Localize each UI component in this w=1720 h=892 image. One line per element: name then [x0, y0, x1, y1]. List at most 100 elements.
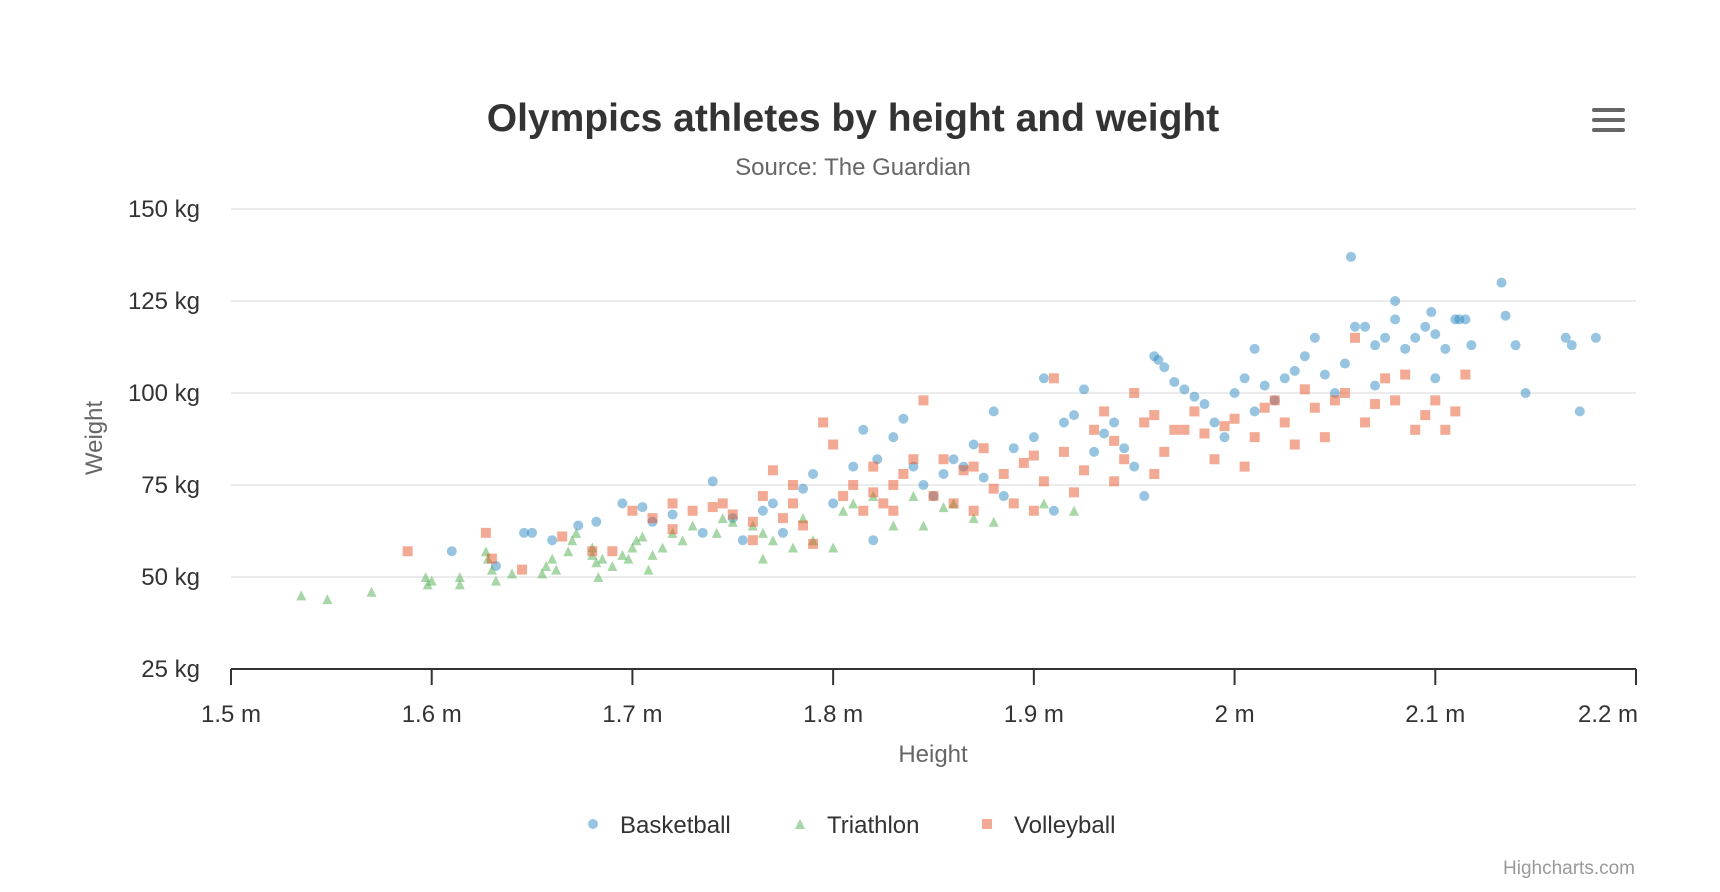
volleyball-point — [968, 505, 979, 516]
basketball-point — [519, 527, 530, 538]
triathlon-point — [838, 505, 849, 516]
legend-square-icon — [982, 819, 992, 829]
volleyball-point — [1239, 461, 1250, 472]
volleyball-point — [627, 505, 638, 516]
basketball-point — [1209, 417, 1220, 428]
volleyball-point — [1169, 424, 1180, 435]
triathlon-point — [567, 535, 578, 546]
y-tick-label: 50 kg — [141, 564, 200, 591]
basketball-point — [1380, 332, 1391, 343]
series-triathlon — [296, 491, 1079, 605]
triathlon-point — [988, 516, 999, 527]
volleyball-point — [1048, 373, 1059, 384]
x-tick-label: 1.9 m — [1004, 701, 1064, 728]
basketball-point — [1390, 314, 1401, 325]
basketball-point — [1440, 343, 1451, 354]
volleyball-point — [1189, 406, 1200, 417]
volleyball-point — [1209, 454, 1220, 465]
triathlon-point — [968, 513, 979, 524]
basketball-point — [1566, 340, 1577, 351]
basketball-point — [828, 498, 839, 509]
basketball-point — [1360, 321, 1371, 332]
volleyball-point — [1038, 476, 1049, 487]
basketball-point — [1319, 369, 1330, 380]
basketball-point — [1199, 399, 1210, 410]
basketball-point — [1249, 406, 1260, 417]
volleyball-point — [1289, 439, 1300, 450]
volleyball-point — [988, 483, 999, 494]
triathlon-point — [607, 560, 618, 571]
basketball-point — [1239, 373, 1250, 384]
volleyball-point — [868, 487, 879, 498]
basketball-point — [1400, 343, 1411, 354]
basketball-point — [1496, 277, 1507, 288]
volleyball-point — [1460, 369, 1471, 380]
volleyball-point — [1360, 417, 1371, 428]
volleyball-point — [1400, 369, 1411, 380]
volleyball-point — [1028, 505, 1039, 516]
triathlon-point — [687, 520, 698, 531]
triathlon-point — [507, 568, 517, 579]
x-axis-title: Height — [898, 741, 968, 768]
basketball-point — [1189, 391, 1200, 402]
basketball-point — [1574, 406, 1585, 417]
volleyball-point — [1069, 487, 1079, 498]
basketball-point — [1259, 380, 1270, 391]
basketball-point — [968, 439, 979, 450]
volleyball-point — [908, 454, 919, 465]
volleyball-point — [480, 527, 491, 538]
basketball-point — [1153, 354, 1164, 365]
data-points — [296, 251, 1601, 605]
triathlon-point — [848, 498, 859, 509]
basketball-point — [998, 491, 1009, 502]
y-axis-labels: 25 kg 50 kg 75 kg 100 kg 125 kg 150 kg — [128, 196, 200, 683]
volleyball-point — [647, 513, 658, 524]
basketball-point — [858, 424, 869, 435]
volleyball-point — [828, 439, 839, 450]
volleyball-point — [1350, 332, 1360, 343]
legend: Basketball Triathlon Volleyball — [588, 812, 1115, 839]
volleyball-point — [767, 465, 778, 476]
basketball-point — [1430, 329, 1441, 340]
x-axis: 1.5 m 1.6 m 1.7 m 1.8 m 1.9 m 2 m 2.1 m 2.2 m — [201, 668, 1638, 728]
basketball-point — [1179, 384, 1190, 395]
volleyball-point — [757, 491, 768, 502]
x-tick-label: 1.6 m — [402, 701, 462, 728]
basketball-point — [1500, 310, 1511, 321]
volleyball-point — [1028, 450, 1039, 461]
basketball-point — [573, 520, 584, 531]
volleyball-point — [1339, 388, 1350, 398]
legend-item-triathlon[interactable]: Triathlon — [795, 812, 919, 839]
legend-item-volleyball[interactable]: Volleyball — [982, 812, 1115, 839]
triathlon-point — [296, 590, 307, 601]
volleyball-point — [607, 546, 618, 557]
volleyball-point — [1440, 424, 1451, 435]
basketball-point — [1159, 362, 1170, 373]
legend-item-basketball[interactable]: Basketball — [588, 812, 731, 839]
volleyball-point — [1370, 399, 1381, 410]
basketball-point — [1219, 432, 1230, 443]
volleyball-point — [818, 417, 829, 428]
hamburger-menu-icon[interactable] — [1592, 108, 1625, 132]
volleyball-point — [1309, 402, 1320, 413]
basketball-point — [757, 505, 768, 516]
volleyball-point — [808, 538, 819, 549]
triathlon-point — [938, 502, 949, 513]
basketball-point — [798, 483, 809, 494]
basketball-point — [1099, 428, 1110, 439]
triathlon-point — [490, 575, 501, 586]
legend-label: Triathlon — [827, 812, 919, 839]
triathlon-point — [828, 542, 839, 553]
series-volleyball — [402, 332, 1471, 575]
volleyball-point — [1319, 432, 1330, 443]
triathlon-point — [908, 491, 919, 502]
triathlon-point — [547, 553, 558, 564]
volleyball-point — [1380, 373, 1391, 384]
volleyball-point — [486, 553, 497, 564]
volleyball-point — [402, 546, 413, 557]
x-tick-label: 2.1 m — [1405, 701, 1465, 728]
credits-link[interactable]: Highcharts.com — [1503, 858, 1635, 879]
volleyball-point — [747, 535, 758, 546]
volleyball-point — [1430, 395, 1441, 406]
basketball-point — [1345, 251, 1356, 262]
